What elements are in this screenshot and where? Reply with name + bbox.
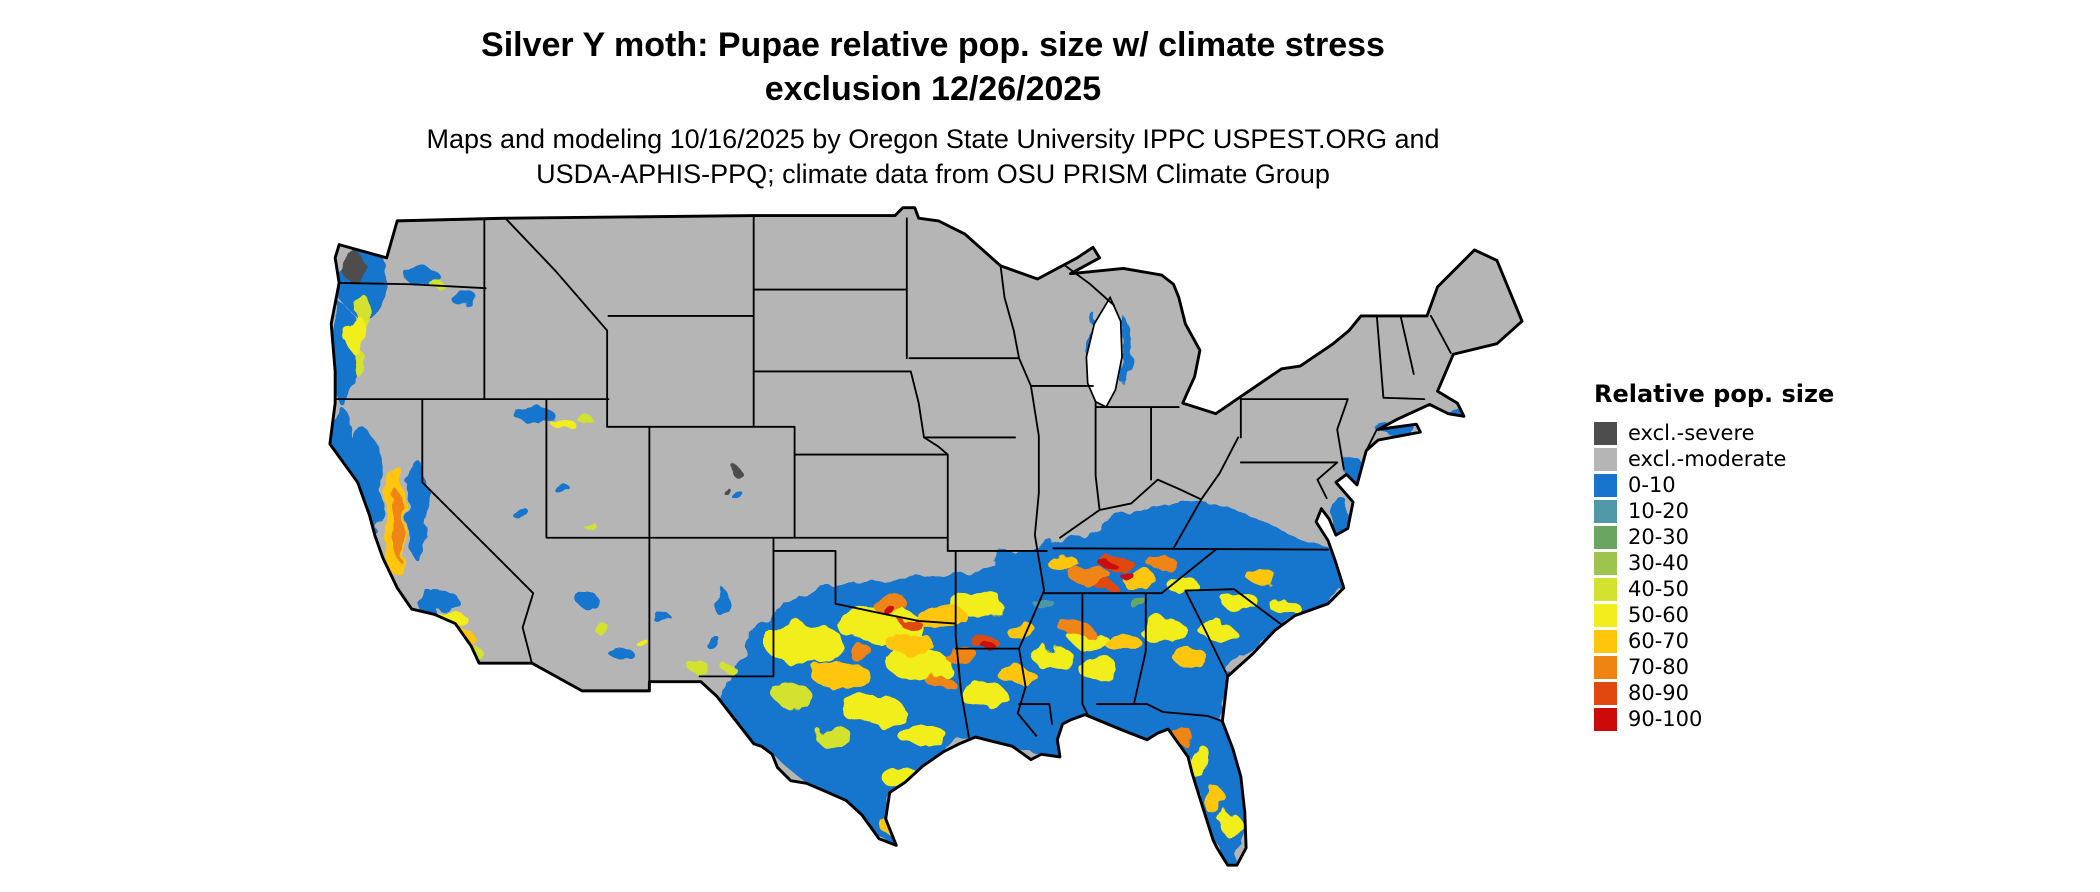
legend-item: 70-80 [1594, 654, 1834, 680]
lake-michigan [1085, 295, 1123, 409]
legend-item: 10-20 [1594, 498, 1834, 524]
severe-exclusion-patches [340, 251, 742, 495]
legend-label: 50-60 [1628, 603, 1690, 627]
legend-item: 50-60 [1594, 602, 1834, 628]
legend-swatch [1594, 707, 1617, 731]
legend-item: excl.-moderate [1594, 446, 1834, 472]
legend-label: 40-50 [1628, 577, 1690, 601]
us-landmass [329, 207, 1523, 866]
legend-label: 70-80 [1628, 655, 1690, 679]
legend-label: 20-30 [1628, 525, 1690, 549]
legend: Relative pop. size excl.-severe excl.-mod… [1594, 380, 1834, 732]
legend-label: 30-40 [1628, 551, 1690, 575]
legend-item: 60-70 [1594, 628, 1834, 654]
legend-label: 90-100 [1628, 707, 1703, 731]
attribution-subtitle: Maps and modeling 10/16/2025 by Oregon S… [0, 122, 1866, 192]
page-title: Silver Y moth: Pupae relative pop. size … [0, 24, 1866, 111]
legend-swatch [1594, 681, 1617, 705]
legend-swatch [1594, 629, 1617, 653]
legend-swatch [1594, 473, 1617, 497]
legend-swatch [1594, 655, 1617, 679]
legend-items: excl.-severe excl.-moderate 0-10 10-20 20-30… [1594, 420, 1834, 732]
subtitle-line-1: Maps and modeling 10/16/2025 by Oregon S… [426, 124, 1440, 154]
legend-item: 90-100 [1594, 706, 1834, 732]
population-data-layer [329, 216, 1462, 866]
us-population-map [318, 205, 1526, 885]
legend-item: 20-30 [1594, 524, 1834, 550]
legend-swatch [1594, 421, 1617, 445]
moderate-pop-patches [347, 280, 1297, 839]
legend-swatch [1594, 603, 1617, 627]
legend-swatch [1594, 499, 1617, 523]
legend-item: 0-10 [1594, 472, 1834, 498]
legend-label: 10-20 [1628, 499, 1690, 523]
legend-item: 30-40 [1594, 550, 1834, 576]
subtitle-line-2: USDA-APHIS-PPQ; climate data from OSU PR… [536, 159, 1330, 190]
legend-label: excl.-moderate [1628, 447, 1787, 471]
title-line-2: exclusion 12/26/2025 [764, 69, 1102, 108]
us-map-svg [328, 206, 1524, 867]
legend-item: excl.-severe [1594, 420, 1834, 446]
high-pop-patches [382, 463, 1277, 837]
legend-swatch [1594, 577, 1617, 601]
legend-label: excl.-severe [1628, 421, 1755, 445]
legend-swatch [1594, 447, 1617, 471]
legend-swatch [1594, 551, 1617, 575]
title-line-1: Silver Y moth: Pupae relative pop. size … [481, 26, 1385, 64]
legend-label: 60-70 [1628, 629, 1690, 653]
legend-item: 40-50 [1594, 576, 1834, 602]
legend-item: 80-90 [1594, 680, 1834, 706]
legend-label: 80-90 [1628, 681, 1690, 705]
legend-swatch [1594, 525, 1617, 549]
legend-title: Relative pop. size [1594, 380, 1835, 408]
state-borders [331, 216, 1452, 739]
legend-label: 0-10 [1628, 473, 1676, 497]
